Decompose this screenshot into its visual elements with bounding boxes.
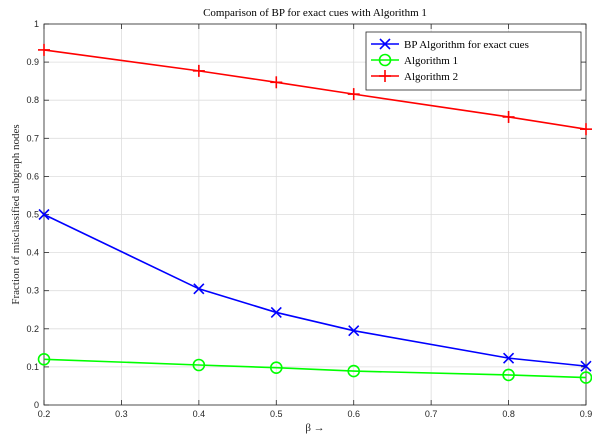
axis-ticks: 0.2 0.3 0.4 0.5 0.6 0.7 0.8 0.9 0 0.1 0.2 0.3 0.4 0.5… [26,19,592,419]
data-point [580,360,592,372]
data-point [503,352,515,364]
data-point [193,283,205,295]
data-point [38,208,50,221]
y-tick-label: 0.1 [26,362,39,372]
legend-marker [379,38,391,50]
series-line [43,213,587,367]
series-2 [37,352,592,384]
chart-title: Comparison of BP for exact cues with Alg… [203,7,427,19]
legend-label: Algorithm 1 [404,55,458,67]
y-tick-label: 0.2 [26,324,39,334]
data-point [502,368,515,382]
x-tick-label: 0.5 [270,409,283,419]
series-3 [38,43,592,136]
data-point [269,361,283,374]
series-group [37,43,592,384]
y-tick-label: 0.6 [26,171,39,181]
x-tick-label: 0.2 [38,409,51,419]
x-marker-stroke [38,208,50,221]
x-tick-label: 0.7 [425,409,438,419]
x-marker-stroke [580,360,592,372]
y-tick-label: 0.7 [26,133,39,143]
x-marker-stroke [270,306,282,318]
data-point [192,358,206,372]
data-point [347,88,360,101]
legend-item: Algorithm 1 [371,53,458,67]
series-line [43,49,587,130]
x-tick-label: 0.6 [347,409,360,419]
x-marker-stroke [193,283,205,295]
series-1 [38,208,592,372]
data-point [348,325,360,337]
legend-item: Algorithm 2 [371,70,458,83]
legend-label: Algorithm 2 [404,71,458,83]
data-point [502,110,515,123]
y-tick-label: 0.9 [26,57,39,67]
y-tick-label: 0 [34,400,39,410]
x-axis-title: β → [305,422,324,434]
data-point [37,352,51,366]
y-tick-label: 0.8 [26,95,39,105]
data-point [270,76,283,89]
y-tick-label: 0.3 [26,286,39,296]
y-axis-title: Fraction of misclassified subgraph nodes [10,124,22,304]
x-marker-stroke [348,325,360,337]
legend-item: BP Algorithm for exact cues [371,38,529,51]
x-tick-label: 0.8 [502,409,515,419]
legend-marker [378,53,392,67]
data-point [580,123,592,136]
data-point [38,43,50,56]
legend-box [365,31,582,91]
x-marker-stroke [503,352,515,364]
x-tick-label: 0.3 [115,409,128,419]
legend-label: BP Algorithm for exact cues [404,39,529,51]
x-marker-stroke [379,38,391,50]
series-line [43,358,587,379]
y-tick-label: 1 [34,19,39,29]
y-tick-label: 0.5 [26,210,39,220]
data-point [347,364,361,378]
x-tick-label: 0.4 [193,409,206,419]
legend: BP Algorithm for exact cues Algorithm 1 Al… [365,31,582,91]
y-tick-label: 0.4 [26,248,39,258]
data-point [270,306,282,318]
data-point [192,64,205,77]
legend-marker [379,70,391,82]
x-tick-label: 0.9 [580,409,592,419]
